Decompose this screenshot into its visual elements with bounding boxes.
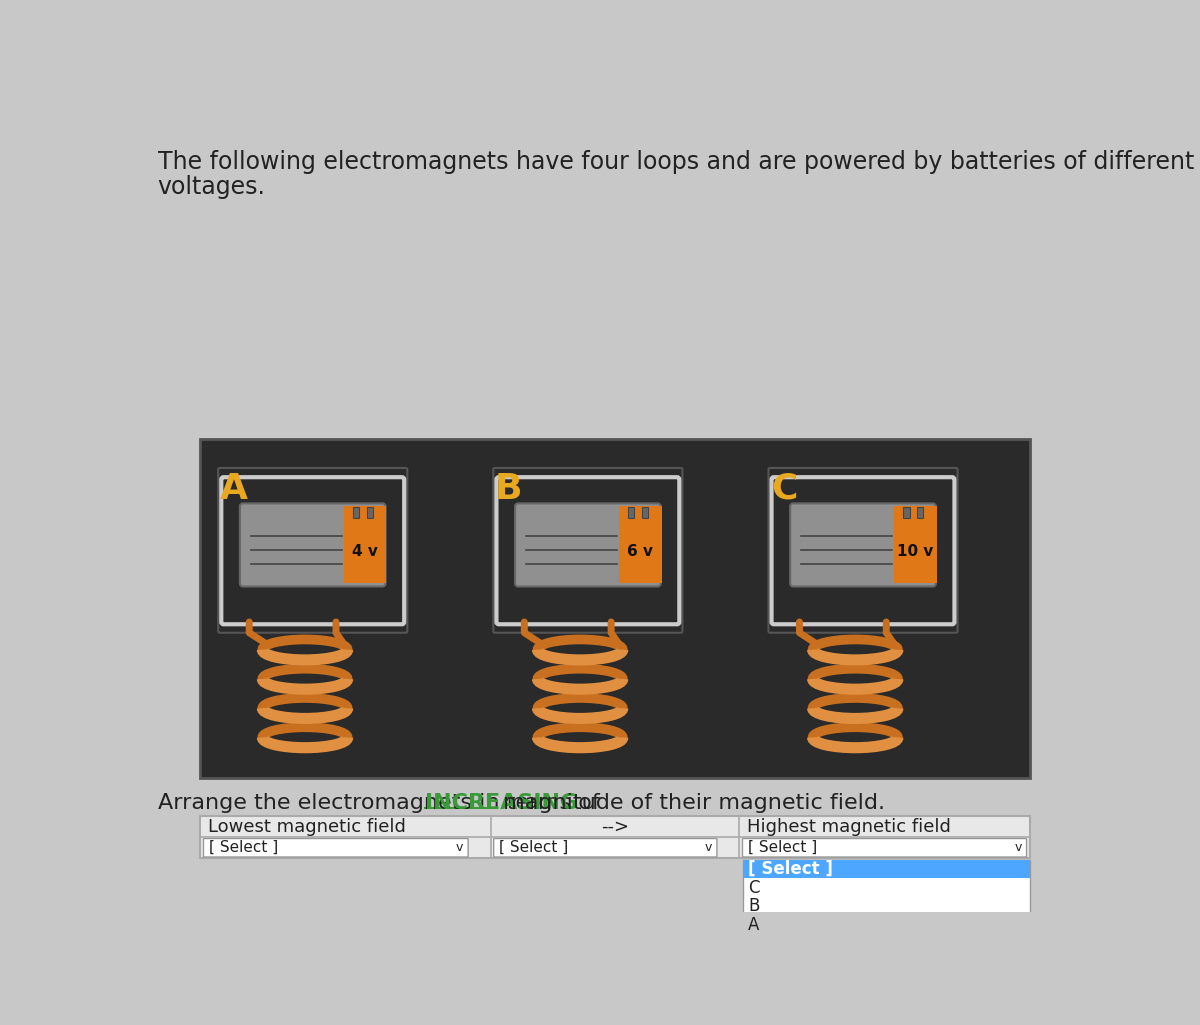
Text: The following electromagnets have four loops and are powered by batteries of dif: The following electromagnets have four l… bbox=[157, 150, 1194, 174]
Text: v: v bbox=[704, 842, 713, 854]
FancyBboxPatch shape bbox=[218, 468, 407, 632]
Bar bbox=[200, 816, 1030, 858]
Text: [ Select ]: [ Select ] bbox=[748, 840, 817, 855]
Text: C: C bbox=[748, 878, 760, 897]
Text: -->: --> bbox=[601, 818, 629, 835]
FancyBboxPatch shape bbox=[768, 468, 958, 632]
FancyBboxPatch shape bbox=[493, 468, 683, 632]
FancyBboxPatch shape bbox=[515, 503, 661, 586]
Text: 6 v: 6 v bbox=[628, 543, 653, 559]
Text: B: B bbox=[748, 897, 760, 915]
Text: v: v bbox=[1014, 842, 1022, 854]
Text: B: B bbox=[496, 472, 522, 505]
Text: 4 v: 4 v bbox=[352, 543, 378, 559]
Text: [ Select ]: [ Select ] bbox=[748, 860, 833, 878]
Text: A: A bbox=[220, 472, 247, 505]
Bar bbox=[367, 507, 373, 518]
Text: INCREASING: INCREASING bbox=[425, 793, 578, 813]
Text: [ Select ]: [ Select ] bbox=[209, 840, 278, 855]
Bar bbox=[628, 507, 635, 518]
Text: C: C bbox=[770, 472, 797, 505]
Text: A: A bbox=[748, 915, 760, 934]
FancyBboxPatch shape bbox=[743, 838, 1026, 857]
Bar bbox=[743, 860, 1030, 934]
Bar bbox=[904, 507, 910, 518]
Bar bbox=[642, 507, 648, 518]
Bar bbox=[894, 506, 937, 583]
Text: [ Select ]: [ Select ] bbox=[499, 840, 569, 855]
Bar bbox=[343, 506, 386, 583]
Text: magnitude of their magnetic field.: magnitude of their magnetic field. bbox=[496, 793, 884, 813]
Bar bbox=[353, 507, 359, 518]
FancyBboxPatch shape bbox=[790, 503, 936, 586]
FancyBboxPatch shape bbox=[240, 503, 385, 586]
Text: Arrange the electromagnets in terms of: Arrange the electromagnets in terms of bbox=[157, 793, 607, 813]
Text: 10 v: 10 v bbox=[898, 543, 934, 559]
Bar bbox=[619, 506, 661, 583]
FancyBboxPatch shape bbox=[200, 439, 1030, 778]
Bar bbox=[917, 507, 924, 518]
Bar bbox=[743, 860, 1030, 878]
Text: Highest magnetic field: Highest magnetic field bbox=[748, 818, 952, 835]
FancyBboxPatch shape bbox=[493, 838, 716, 857]
FancyBboxPatch shape bbox=[204, 838, 468, 857]
Text: voltages.: voltages. bbox=[157, 174, 265, 199]
Text: Lowest magnetic field: Lowest magnetic field bbox=[208, 818, 406, 835]
Text: v: v bbox=[456, 842, 463, 854]
